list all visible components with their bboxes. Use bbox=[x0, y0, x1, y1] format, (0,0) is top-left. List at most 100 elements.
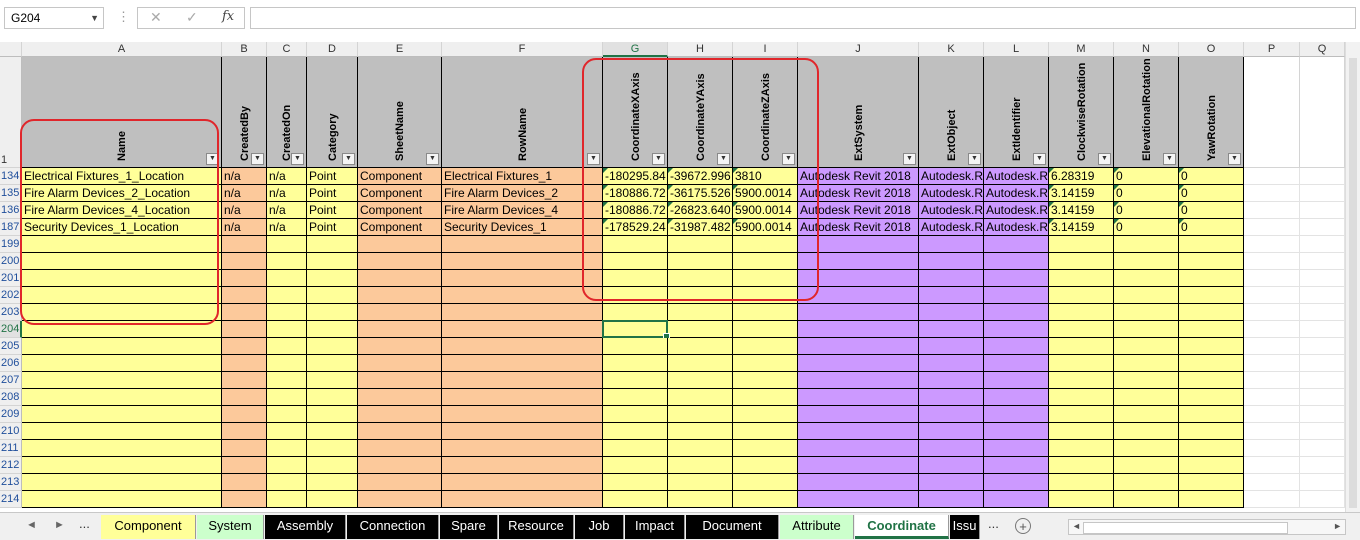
empty-cell[interactable] bbox=[919, 304, 984, 321]
header-cell-name[interactable]: Name ▼ bbox=[22, 57, 222, 168]
column-header-e[interactable]: E bbox=[358, 42, 442, 57]
data-cell[interactable]: Component bbox=[358, 185, 442, 202]
data-cell[interactable]: Fire Alarm Devices_2_Location bbox=[22, 185, 222, 202]
empty-cell[interactable] bbox=[1049, 304, 1114, 321]
empty-cell[interactable] bbox=[733, 355, 798, 372]
data-cell[interactable]: n/a bbox=[267, 202, 307, 219]
empty-cell[interactable] bbox=[919, 236, 984, 253]
row-header-136[interactable]: 136 bbox=[0, 202, 22, 219]
empty-cell[interactable] bbox=[267, 474, 307, 491]
row-header-204[interactable]: 204 bbox=[0, 321, 22, 338]
empty-cell[interactable] bbox=[668, 423, 733, 440]
tab-more-left[interactable]: ... bbox=[79, 516, 90, 531]
filter-dropdown-icon[interactable]: ▼ bbox=[1098, 153, 1111, 165]
empty-cell[interactable] bbox=[307, 270, 358, 287]
empty-cell[interactable] bbox=[358, 406, 442, 423]
empty-cell[interactable] bbox=[733, 253, 798, 270]
empty-cell[interactable] bbox=[442, 406, 603, 423]
empty-cell[interactable] bbox=[442, 440, 603, 457]
empty-cell[interactable] bbox=[798, 389, 919, 406]
row-header-200[interactable]: 200 bbox=[0, 253, 22, 270]
empty-cell[interactable] bbox=[307, 253, 358, 270]
empty-cell[interactable] bbox=[1114, 406, 1179, 423]
sheet-tab-spare[interactable]: Spare bbox=[440, 515, 498, 539]
empty-cell[interactable] bbox=[984, 440, 1049, 457]
empty-cell[interactable] bbox=[733, 491, 798, 508]
empty-cell[interactable] bbox=[1300, 372, 1345, 389]
data-cell[interactable]: Component bbox=[358, 202, 442, 219]
empty-cell[interactable] bbox=[222, 287, 267, 304]
empty-cell[interactable] bbox=[1049, 253, 1114, 270]
empty-cell[interactable] bbox=[267, 406, 307, 423]
empty-cell[interactable] bbox=[1049, 236, 1114, 253]
empty-cell[interactable] bbox=[1300, 338, 1345, 355]
column-header-f[interactable]: F bbox=[442, 42, 603, 57]
empty-cell[interactable] bbox=[984, 389, 1049, 406]
empty-cell[interactable] bbox=[1300, 474, 1345, 491]
header-cell-yawrotation[interactable]: YawRotation ▼ bbox=[1179, 57, 1244, 168]
empty-cell[interactable] bbox=[984, 321, 1049, 338]
empty-cell[interactable] bbox=[603, 236, 668, 253]
empty-cell[interactable] bbox=[442, 474, 603, 491]
empty-cell[interactable] bbox=[603, 491, 668, 508]
vertical-scroll-thumb[interactable] bbox=[1349, 58, 1357, 508]
column-header-p[interactable]: P bbox=[1244, 42, 1300, 57]
column-header-q[interactable]: Q bbox=[1300, 42, 1345, 57]
empty-cell[interactable] bbox=[798, 287, 919, 304]
empty-cell[interactable] bbox=[358, 457, 442, 474]
empty-cell[interactable] bbox=[307, 474, 358, 491]
empty-cell[interactable] bbox=[1244, 168, 1300, 185]
empty-cell[interactable] bbox=[358, 355, 442, 372]
data-cell[interactable]: 3810 bbox=[733, 168, 798, 185]
empty-cell[interactable] bbox=[1244, 304, 1300, 321]
function-icon[interactable]: fx bbox=[222, 9, 235, 24]
empty-cell[interactable] bbox=[603, 372, 668, 389]
empty-cell[interactable] bbox=[1114, 491, 1179, 508]
empty-cell[interactable] bbox=[1244, 457, 1300, 474]
empty-cell[interactable] bbox=[442, 304, 603, 321]
empty-cell[interactable] bbox=[1244, 474, 1300, 491]
empty-cell[interactable] bbox=[668, 321, 733, 338]
empty-cell[interactable] bbox=[1049, 338, 1114, 355]
empty-cell[interactable] bbox=[358, 270, 442, 287]
header-cell-coordinateyaxis[interactable]: CoordinateYAxis ▼ bbox=[668, 57, 733, 168]
column-header-l[interactable]: L bbox=[984, 42, 1049, 57]
data-cell[interactable]: n/a bbox=[267, 168, 307, 185]
data-cell[interactable]: n/a bbox=[222, 219, 267, 236]
empty-cell[interactable] bbox=[267, 372, 307, 389]
data-cell[interactable]: Autodesk.R bbox=[984, 202, 1049, 219]
empty-cell[interactable] bbox=[798, 440, 919, 457]
row-header-213[interactable]: 213 bbox=[0, 474, 22, 491]
empty-cell[interactable] bbox=[1300, 389, 1345, 406]
empty-cell[interactable] bbox=[919, 423, 984, 440]
empty-cell[interactable] bbox=[22, 304, 222, 321]
empty-cell[interactable] bbox=[267, 440, 307, 457]
empty-cell[interactable] bbox=[358, 372, 442, 389]
row-header-212[interactable]: 212 bbox=[0, 457, 22, 474]
data-cell[interactable]: Point bbox=[307, 219, 358, 236]
empty-cell[interactable] bbox=[1049, 440, 1114, 457]
empty-cell[interactable] bbox=[1244, 423, 1300, 440]
empty-cell[interactable] bbox=[442, 423, 603, 440]
empty-cell[interactable] bbox=[1114, 372, 1179, 389]
empty-cell[interactable] bbox=[442, 491, 603, 508]
empty-cell[interactable] bbox=[1179, 457, 1244, 474]
column-header-n[interactable]: N bbox=[1114, 42, 1179, 57]
empty-cell[interactable] bbox=[267, 304, 307, 321]
empty-cell[interactable] bbox=[1244, 406, 1300, 423]
empty-cell[interactable] bbox=[267, 253, 307, 270]
data-cell[interactable]: Point bbox=[307, 185, 358, 202]
header-cell-sheetname[interactable]: SheetName ▼ bbox=[358, 57, 442, 168]
empty-cell[interactable] bbox=[358, 474, 442, 491]
column-header-j[interactable]: J bbox=[798, 42, 919, 57]
row-header-211[interactable]: 211 bbox=[0, 440, 22, 457]
empty-cell[interactable] bbox=[668, 253, 733, 270]
empty-cell[interactable] bbox=[1179, 389, 1244, 406]
empty-cell[interactable] bbox=[22, 389, 222, 406]
empty-cell[interactable] bbox=[733, 389, 798, 406]
empty-cell[interactable] bbox=[1179, 270, 1244, 287]
empty-cell[interactable] bbox=[358, 389, 442, 406]
empty-cell[interactable] bbox=[733, 474, 798, 491]
header-cell-coordinatexaxis[interactable]: CoordinateXAxis ▼ bbox=[603, 57, 668, 168]
empty-cell[interactable] bbox=[919, 406, 984, 423]
